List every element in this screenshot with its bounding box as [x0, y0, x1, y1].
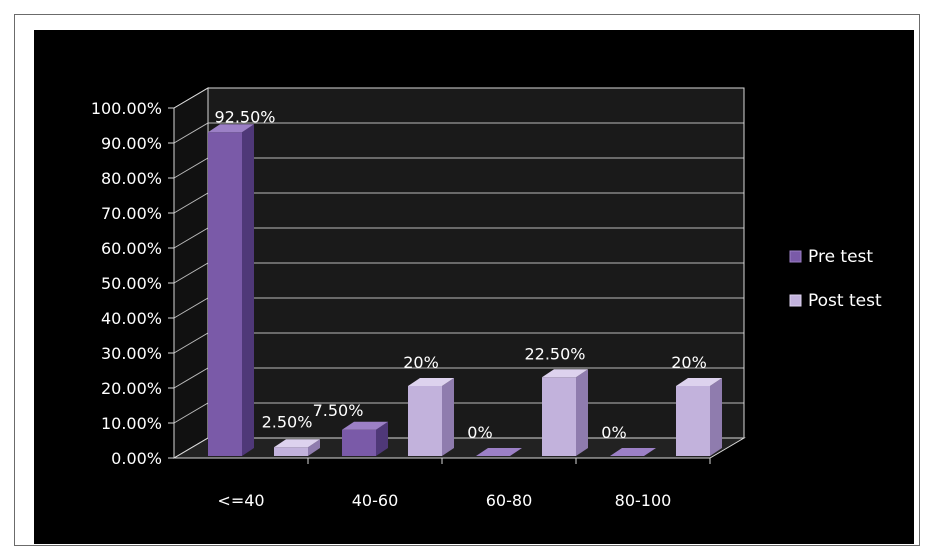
bar-side	[308, 439, 320, 456]
y-axis-tick-labels: 0.00% 10.00% 20.00% 30.00% 40.00% 50.00% 60.00…	[91, 99, 162, 468]
bar-top	[408, 378, 454, 386]
bar	[610, 448, 656, 456]
bar-top	[208, 124, 254, 133]
bar-side	[442, 378, 454, 456]
x-tick-label: 60-80	[486, 491, 533, 510]
legend-item: Pre test	[789, 247, 873, 267]
bar-side	[376, 421, 388, 456]
data-label: 22.50%	[524, 344, 585, 363]
bar	[542, 369, 588, 456]
y-tick-label: 70.00%	[101, 204, 162, 223]
x-tick-label: 80-100	[615, 491, 672, 510]
bar-top	[610, 448, 656, 456]
bar-side	[576, 369, 588, 456]
legend-label: Pre test	[808, 247, 873, 267]
bar-chart: 0.00% 10.00% 20.00% 30.00% 40.00% 50.00% 60.00…	[91, 87, 882, 510]
bar	[208, 124, 254, 456]
chart-panel: 0.00% 10.00% 20.00% 30.00% 40.00% 50.00% 60.00…	[34, 30, 914, 544]
bar-side	[242, 124, 254, 456]
x-tick-label: <=40	[217, 491, 264, 510]
bar-front	[542, 377, 576, 456]
y-tick-label: 0.00%	[111, 449, 162, 468]
gridline	[173, 87, 744, 109]
bar-top	[542, 369, 588, 378]
data-labels: 92.50% 2.50%7.50% 20% 0% 22.50% 0% 20%	[214, 107, 706, 442]
data-label: 0%	[601, 423, 626, 442]
x-axis-tick-labels: <=40 40-60 60-80 80-100	[217, 491, 671, 510]
gridline	[173, 122, 744, 144]
bar	[476, 448, 522, 456]
bar-top	[274, 439, 320, 448]
bar	[408, 378, 454, 456]
bar-top	[676, 378, 722, 386]
bars	[208, 124, 722, 456]
bar	[342, 421, 388, 456]
data-label: 2.50%	[262, 412, 313, 431]
bar-top	[476, 448, 522, 456]
y-tick-label: 90.00%	[101, 134, 162, 153]
floor	[172, 437, 746, 459]
bar-side	[710, 378, 722, 456]
bar-front	[208, 132, 242, 456]
legend-swatch	[789, 294, 802, 307]
bar-top	[342, 421, 388, 430]
bar-front	[342, 429, 376, 456]
data-label: 20%	[671, 353, 707, 372]
bar-front	[274, 447, 308, 456]
data-label: 92.50%	[214, 107, 275, 126]
y-tick-label: 100.00%	[91, 99, 162, 118]
bar-front	[408, 386, 442, 456]
y-tick-label: 50.00%	[101, 274, 162, 293]
data-label: 7.50%	[313, 401, 364, 420]
y-tick-label: 20.00%	[101, 379, 162, 398]
legend-swatch	[789, 250, 802, 263]
data-label: 20%	[403, 353, 439, 372]
legend-label: Post test	[808, 291, 882, 311]
y-tick-label: 60.00%	[101, 239, 162, 258]
bar	[676, 378, 722, 456]
y-tick-label: 10.00%	[101, 414, 162, 433]
bar-front	[676, 386, 710, 456]
x-tick-label: 40-60	[352, 491, 399, 510]
y-tick-label: 80.00%	[101, 169, 162, 188]
legend-item: Post test	[789, 291, 882, 311]
y-tick-label: 30.00%	[101, 344, 162, 363]
data-label: 0%	[467, 423, 492, 442]
y-tick-label: 40.00%	[101, 309, 162, 328]
legend: Pre test Post test	[789, 247, 882, 311]
bar	[274, 439, 320, 456]
